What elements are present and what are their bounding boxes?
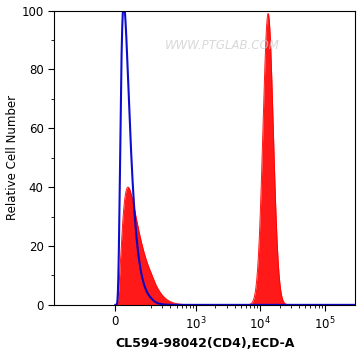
X-axis label: CL594-98042(CD4),ECD-A: CL594-98042(CD4),ECD-A — [115, 337, 295, 350]
Y-axis label: Relative Cell Number: Relative Cell Number — [5, 95, 18, 220]
Text: WWW.PTGLAB.COM: WWW.PTGLAB.COM — [165, 40, 280, 52]
